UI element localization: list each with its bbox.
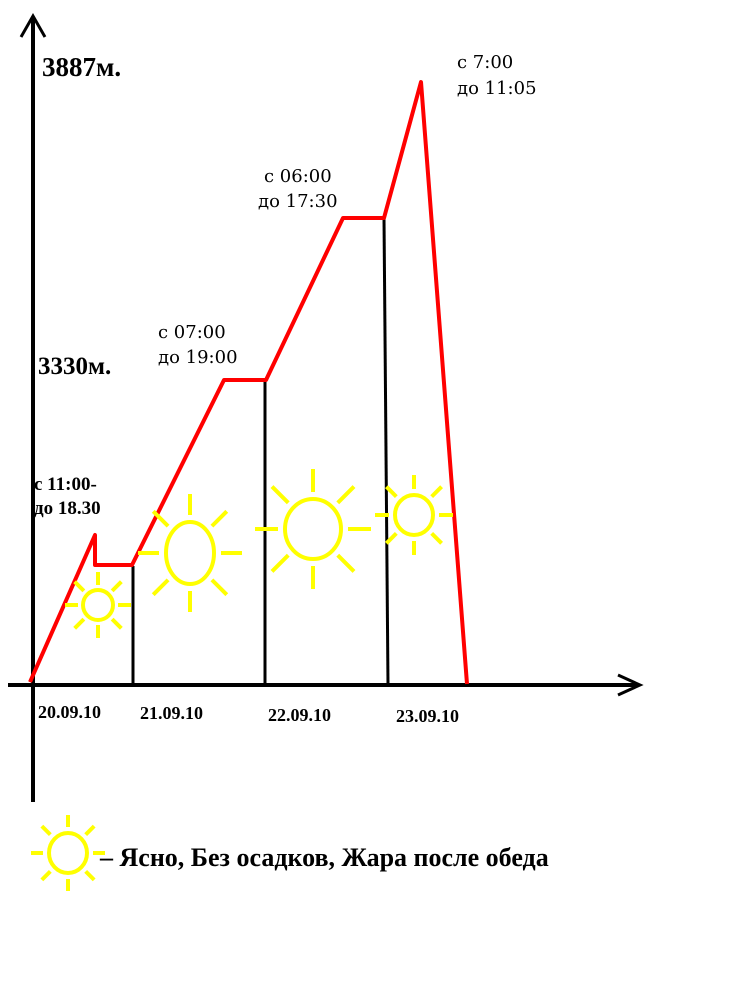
time-label: до 11:05 <box>457 78 537 99</box>
x-tick-label: 22.09.10 <box>268 705 331 725</box>
time-label: с 07:00 <box>158 322 226 343</box>
legend-text: – Ясно, Без осадков, Жара после обеда <box>99 843 549 872</box>
time-label: до 17:30 <box>258 191 338 212</box>
time-label: до 18.30 <box>34 498 101 519</box>
legend: – Ясно, Без осадков, Жара после обеда <box>31 815 549 891</box>
sun-icon <box>375 475 453 555</box>
sun-icon <box>255 469 371 589</box>
x-tick-label: 20.09.10 <box>38 702 101 722</box>
x-axis-arrow <box>617 673 644 697</box>
y-axis-arrow <box>19 12 47 38</box>
day-divider <box>382 217 390 686</box>
alt-label-max: 3887м. <box>42 52 121 82</box>
x-tick-label: 23.09.10 <box>396 706 459 726</box>
time-label: с 11:00- <box>34 474 97 495</box>
time-label: с 06:00 <box>264 166 332 187</box>
sun-icon <box>65 572 131 638</box>
altitude-line <box>28 80 469 685</box>
sun-icon <box>31 815 105 891</box>
sun-icon <box>138 494 242 612</box>
alt-label-mid: 3330м. <box>38 353 111 380</box>
x-tick-label: 21.09.10 <box>140 703 203 723</box>
time-label: с 7:00 <box>457 52 513 73</box>
time-label: до 19:00 <box>158 347 238 368</box>
